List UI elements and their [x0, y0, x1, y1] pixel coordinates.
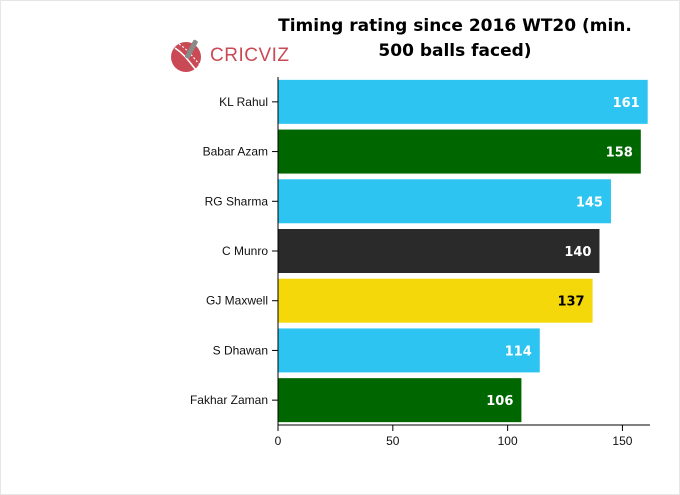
axes-group: 0 50 100 150 [272, 77, 650, 448]
bar-c-munro [278, 229, 600, 273]
bar-s-dhawan [278, 328, 540, 373]
x-tick-label-100: 100 [498, 434, 518, 448]
bar-babar-azam [278, 129, 641, 174]
bar-gj-maxwell [278, 278, 593, 323]
data-label-gj-maxwell: 137 [557, 295, 584, 310]
category-labels: KL Rahul Babar Azam RG Sharma C Munro GJ Max… [190, 95, 268, 407]
bar-kl-rahul [278, 79, 648, 124]
category-label-fakhar-zaman: Fakhar Zaman [190, 393, 268, 407]
category-label-rg-sharma: RG Sharma [205, 194, 269, 208]
x-tick-label-0: 0 [275, 434, 282, 448]
bar-fakhar-zaman [278, 378, 522, 423]
logo-text: CRICVIZ [210, 45, 290, 66]
category-label-c-munro: C Munro [222, 244, 268, 258]
data-label-rg-sharma: 145 [576, 195, 603, 210]
data-label-kl-rahul: 161 [613, 96, 640, 111]
cricket-ball-logo-icon [171, 39, 201, 72]
bars-group [278, 79, 648, 423]
category-label-gj-maxwell: GJ Maxwell [206, 294, 268, 308]
cricviz-logo: CRICVIZ [170, 38, 290, 74]
data-label-c-munro: 140 [564, 245, 591, 260]
data-labels: 161 158 145 140 137 114 106 [486, 96, 639, 409]
x-tick-label-150: 150 [612, 434, 632, 448]
data-label-s-dhawan: 114 [505, 344, 532, 359]
x-tick-label-50: 50 [386, 434, 400, 448]
bar-rg-sharma [278, 179, 611, 224]
chart-title: Timing rating since 2016 WT20 (min. 500 … [278, 16, 632, 61]
category-label-s-dhawan: S Dhawan [213, 343, 268, 357]
category-label-kl-rahul: KL Rahul [219, 95, 268, 109]
category-label-babar-azam: Babar Azam [203, 145, 268, 159]
data-label-fakhar-zaman: 106 [486, 394, 513, 409]
data-label-babar-azam: 158 [606, 146, 633, 161]
